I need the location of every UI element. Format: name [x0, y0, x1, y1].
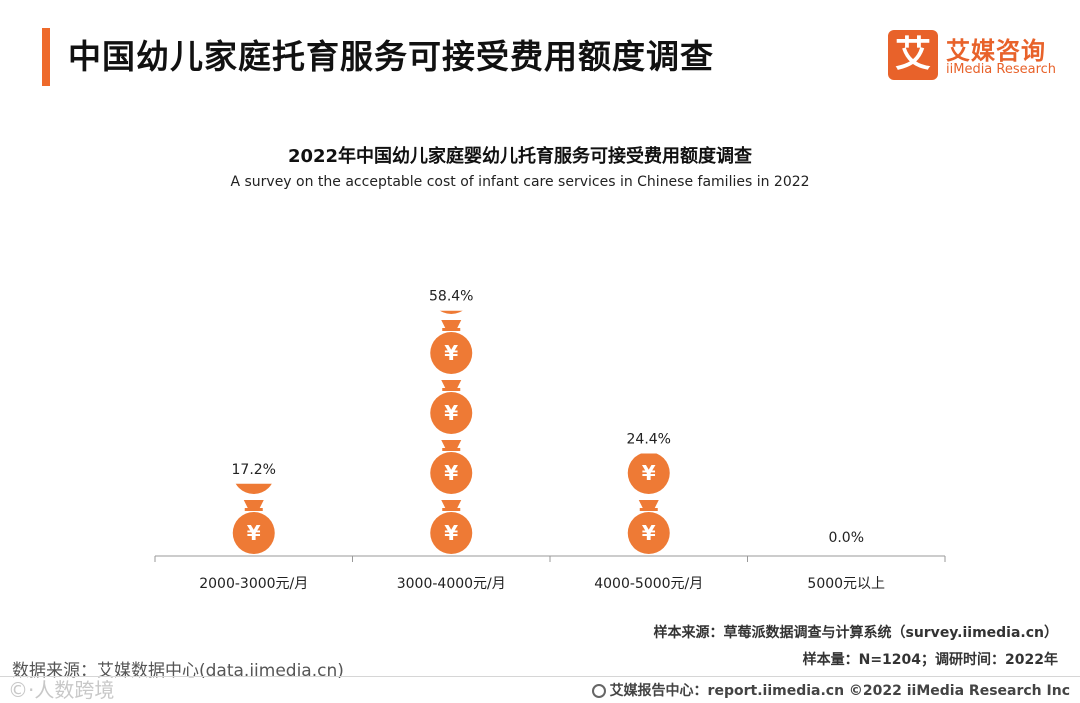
money-bag-icon: ¥	[430, 440, 473, 494]
svg-text:¥: ¥	[247, 461, 261, 485]
money-bag-icon: ¥	[627, 453, 670, 494]
footer[interactable]: 艾媒报告中心：report.iimedia.cn ©2022 iiMedia R…	[591, 680, 1070, 700]
money-bag-icon: ¥	[439, 310, 463, 314]
x-tick-label: 2000-3000元/月	[199, 576, 308, 592]
bar-0: ¥¥	[232, 461, 275, 554]
money-bag-icon: ¥	[430, 320, 473, 374]
money-bag-icon: ¥	[627, 500, 670, 554]
sample-source-note: 样本来源：草莓派数据调查与计算系统（survey.iimedia.cn）	[653, 625, 1058, 641]
svg-text:¥: ¥	[642, 461, 656, 485]
money-bag-icon: ¥	[430, 380, 473, 434]
footer-text: 艾媒报告中心：report.iimedia.cn ©2022 iiMedia R…	[609, 683, 1070, 699]
svg-text:¥: ¥	[444, 401, 458, 425]
chart-title: 2022年中国幼儿家庭婴幼儿托育服务可接受费用额度调查	[287, 146, 753, 167]
data-label: 0.0%	[828, 530, 864, 546]
x-tick-label: 4000-5000元/月	[594, 576, 703, 592]
chart-subtitle: A survey on the acceptable cost of infan…	[230, 174, 810, 190]
bar-2: ¥¥	[627, 453, 670, 554]
x-tick-label: 3000-4000元/月	[397, 576, 506, 592]
iimedia-logo[interactable]: 艾 艾媒咨询 iiMedia Research	[888, 30, 1068, 84]
logo-name-en: iiMedia Research	[946, 62, 1057, 77]
money-bag-icon: ¥	[235, 461, 272, 494]
data-label: 58.4%	[429, 289, 473, 305]
svg-text:¥: ¥	[444, 341, 458, 365]
watermark: ©·人数跨境	[8, 678, 115, 702]
data-label: 17.2%	[232, 462, 276, 478]
x-tick-label: 5000元以上	[807, 576, 885, 592]
globe-icon	[591, 684, 606, 698]
bar-fill: ¥ ¥ ¥ ¥ ¥	[430, 310, 473, 554]
logo-name-cn: 艾媒咨询	[946, 37, 1046, 65]
title-accent-bar	[42, 28, 50, 86]
money-bag-icon: ¥	[430, 500, 473, 554]
svg-text:¥: ¥	[642, 521, 656, 545]
footer-divider	[0, 676, 1080, 677]
data-label: 24.4%	[627, 432, 671, 448]
bar-fill: ¥¥	[627, 453, 670, 554]
bar-fill: ¥¥	[232, 461, 275, 554]
sample-size-note: 样本量：N=1204；调研时间：2022年	[802, 652, 1058, 668]
svg-text:¥: ¥	[247, 521, 261, 545]
svg-text:¥: ¥	[444, 521, 458, 545]
money-bag-icon: ¥	[232, 500, 275, 554]
page-title: 中国幼儿家庭托育服务可接受费用额度调查	[68, 37, 714, 76]
bar-1: ¥ ¥ ¥ ¥ ¥	[430, 310, 473, 554]
svg-text:¥: ¥	[444, 461, 458, 485]
logo-mark: 艾	[888, 30, 938, 80]
